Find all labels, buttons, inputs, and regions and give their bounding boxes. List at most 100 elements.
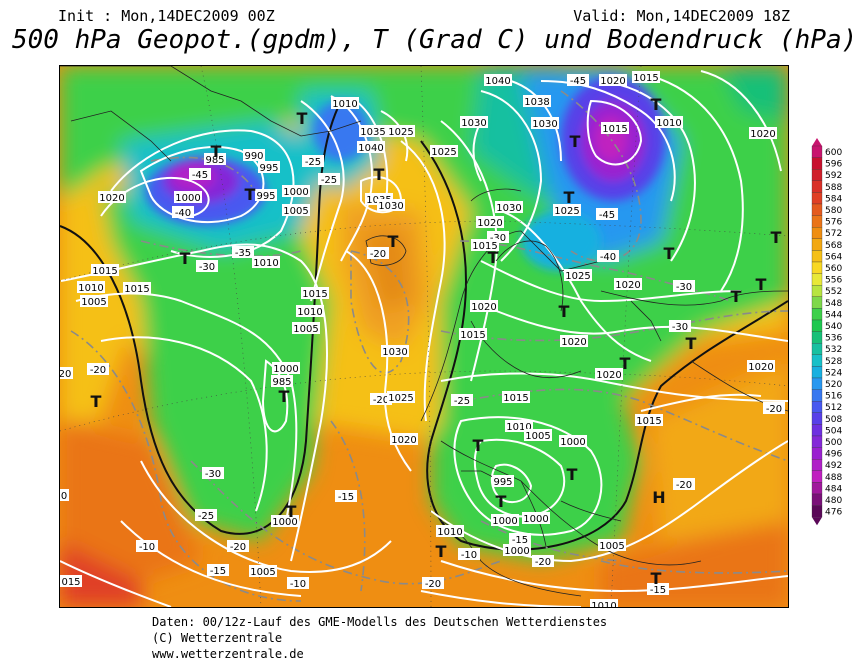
pressure-label: 1030 (377, 199, 405, 212)
temperature-value: -20 (373, 395, 389, 406)
pressure-value: 1025 (388, 393, 413, 404)
pressure-value: 1005 (525, 431, 550, 442)
temperature-label: -20 (532, 555, 554, 568)
low-marker: T (651, 569, 662, 588)
pressure-value: 1030 (378, 201, 403, 212)
pressure-label: 1010 (436, 525, 464, 538)
pressure-label: 1020 (747, 360, 775, 373)
pressure-value: 1015 (636, 416, 661, 427)
map-panel: -45 -45 -25 -25 -40 -45 -40 -35 -30 -20 -30 -30 -30-… (59, 65, 789, 608)
pressure-label: 1000 (522, 512, 550, 525)
temperature-label: -25 (195, 509, 217, 522)
pressure-label: 1000 (282, 185, 310, 198)
temperature-label: -20 (673, 478, 695, 491)
low-pressure-markers: T T T T T T T T T T T T T T T T T T T T T T T T T (91, 95, 782, 588)
temperature-value: -25 (454, 396, 470, 407)
pressure-label: 1020 (560, 335, 588, 348)
legend-swatch (811, 273, 823, 286)
pressure-label: 1000 (559, 435, 587, 448)
temperature-label: -10 (136, 540, 158, 553)
temperature-label: -20 (227, 540, 249, 553)
pressure-value: 995 (259, 163, 278, 174)
pressure-value: 1030 (382, 347, 407, 358)
legend-level-label: 548 (825, 299, 842, 309)
low-marker: T (279, 387, 290, 406)
low-marker: T (473, 436, 484, 455)
legend-level-label: 592 (825, 171, 842, 181)
pressure-value: 1005 (293, 324, 318, 335)
legend-swatch (811, 470, 823, 483)
pressure-value: 1020 (561, 337, 586, 348)
pressure-value: 1010 (656, 118, 681, 129)
pressure-label: 1025 (564, 269, 592, 282)
temperature-label: -20 (370, 393, 392, 406)
temperature-value: -10 (139, 542, 155, 553)
pressure-value: 1025 (388, 127, 413, 138)
temperature-label: -10 (287, 577, 309, 590)
temperature-label: -30 (673, 280, 695, 293)
pressure-value: 1000 (272, 517, 297, 528)
legend-swatch (811, 227, 823, 239)
pressure-label: 1015 (635, 414, 663, 427)
legend-swatch (811, 180, 823, 193)
pressure-label: 1020 (614, 278, 642, 291)
pressure-value: 1010 (506, 422, 531, 433)
low-marker: T (559, 302, 570, 321)
pressure-label: 1030 (460, 116, 488, 129)
legend-level-label: 508 (825, 415, 842, 425)
pressure-label: 1005 (282, 204, 310, 217)
temperature-value: -10 (290, 579, 306, 590)
pressure-value: 1010 (437, 527, 462, 538)
low-marker: T (297, 109, 308, 128)
low-marker: T (91, 392, 102, 411)
pressure-label: 1030 (495, 201, 523, 214)
legend-level-label: 528 (825, 357, 842, 367)
temperature-value: -30 (672, 322, 688, 333)
pressure-label: 1030 (381, 345, 409, 358)
legend-level-label: 536 (825, 334, 842, 344)
pressure-value: 985 (272, 377, 291, 388)
legend-level-label: 540 (825, 322, 842, 332)
temperature-label: -40 (172, 206, 194, 219)
graticule (60, 66, 788, 607)
low-marker: T (388, 232, 399, 251)
legend-swatch (811, 424, 823, 437)
legend-swatch (811, 482, 823, 495)
pressure-label: 1000 (174, 191, 202, 204)
pressure-value: 1020 (596, 370, 621, 381)
pressure-value: 1015 (503, 393, 528, 404)
temperature-label: 0 (60, 489, 69, 502)
low-marker: T (570, 132, 581, 151)
legend-swatch (811, 157, 823, 170)
temperature-value: -20 (766, 404, 782, 415)
legend-swatch (811, 366, 823, 379)
legend-swatch (811, 354, 823, 367)
pressure-label: 1000 (272, 362, 300, 375)
temperature-isotherms (70, 90, 788, 602)
legend-swatch (811, 435, 823, 448)
temperature-value: 0 (61, 491, 67, 502)
pressure-label: 985 (271, 375, 293, 388)
legend-swatch (811, 401, 823, 413)
pressure-label: 015 (60, 575, 82, 588)
temperature-label: -30 (202, 467, 224, 480)
legend-swatch (811, 505, 823, 518)
pressure-value: 1025 (431, 147, 456, 158)
pressure-label: 1025 (387, 125, 415, 138)
pressure-value: 1015 (124, 284, 149, 295)
legend-level-label: 564 (825, 252, 842, 262)
pressure-value: 1000 (273, 364, 298, 375)
temperature-value: -25 (198, 511, 214, 522)
low-marker: T (651, 95, 662, 114)
pressure-value: 1035 (360, 127, 385, 138)
pressure-label: 1025 (430, 145, 458, 158)
pressure-value: 1005 (81, 297, 106, 308)
legend-swatch (811, 145, 823, 158)
footer-data-source: Daten: 00/12z-Lauf des GME-Modells des D… (152, 615, 608, 629)
pressure-value: 1015 (472, 241, 497, 252)
pressure-value: 1000 (492, 516, 517, 527)
low-marker: T (731, 287, 742, 306)
low-marker: T (496, 492, 507, 511)
low-marker: T (771, 228, 782, 247)
pressure-value: 1010 (591, 601, 616, 607)
